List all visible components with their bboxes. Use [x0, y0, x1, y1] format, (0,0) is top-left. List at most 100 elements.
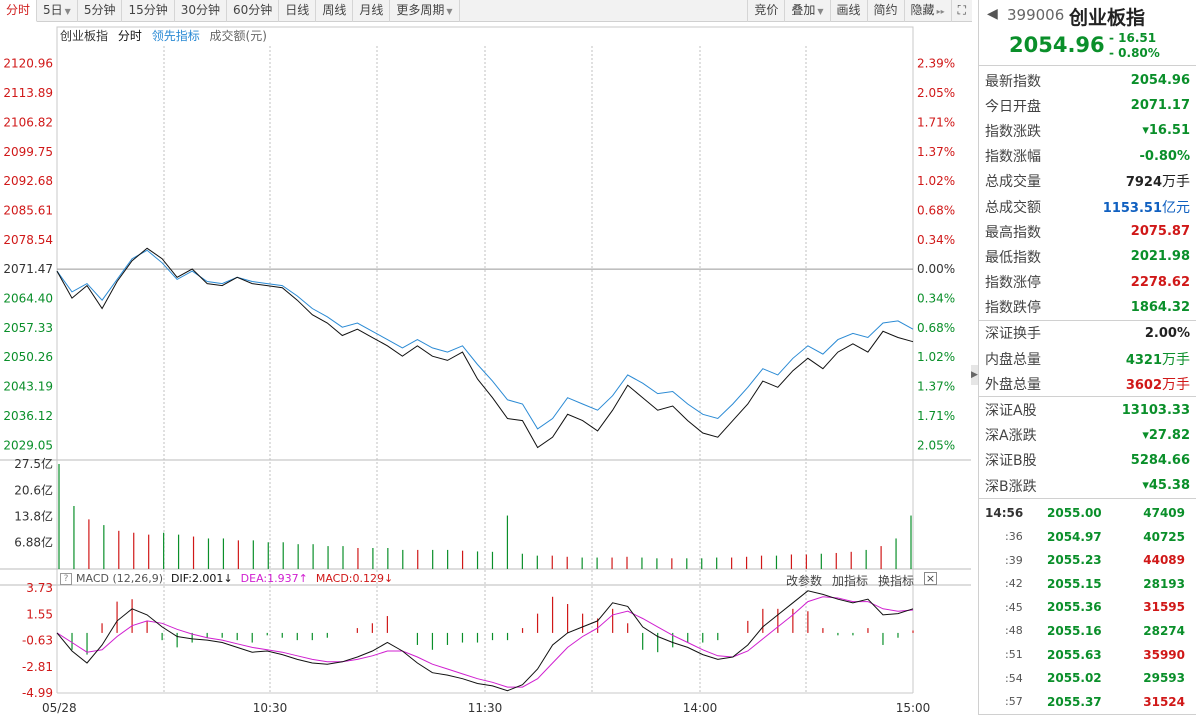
period-tab-0[interactable]: 分时: [0, 0, 38, 22]
stat-value: ▾16.51: [1142, 123, 1190, 139]
stat-row: 深B涨跌 ▾45.38: [979, 473, 1196, 498]
macd-axis-label: -4.99: [22, 686, 53, 700]
tick-time: :36: [1005, 530, 1023, 544]
tick-volume: 31595: [1143, 600, 1185, 615]
volume-axis-label: 13.8亿: [14, 508, 53, 523]
macd-help-icon[interactable]: ?: [60, 572, 72, 585]
back-icon[interactable]: ◀: [987, 6, 998, 22]
period-tab-label: 15分钟: [128, 3, 168, 17]
macd-axis-label: 1.55: [26, 607, 53, 621]
price-axis-label: 2043.19: [3, 380, 53, 394]
volume-axis-label: 20.6亿: [14, 482, 53, 497]
stat-row: 内盘总量 4321万手: [979, 346, 1196, 371]
period-tab-8[interactable]: 月线: [353, 0, 391, 22]
stat-label: 最高指数: [985, 224, 1041, 241]
toolbar-action-0[interactable]: 竞价: [747, 0, 784, 22]
toolbar-action-4[interactable]: 隐藏 ▸▸: [903, 0, 951, 22]
stat-value-wrap: 2071.17: [1131, 98, 1190, 113]
stat-value-wrap: 1864.32: [1131, 300, 1190, 315]
percent-axis-label: 0.68%: [917, 321, 955, 335]
switch-indicator-button[interactable]: 换指标: [877, 574, 914, 588]
price-axis-label: 2092.68: [3, 174, 53, 188]
period-tab-label: 30分钟: [180, 3, 221, 17]
index-name: 创业板指: [1069, 7, 1146, 29]
percent-axis-label: 2.39%: [917, 57, 955, 71]
stat-row: 最高指数 2075.87: [979, 219, 1196, 244]
stat-row: 深证换手 2.00%: [979, 321, 1196, 346]
stat-value-wrap: ▾45.38: [1142, 478, 1190, 493]
down-arrow-icon: ↓: [384, 572, 394, 585]
stat-label: 指数涨停: [985, 275, 1041, 292]
stat-row: 深证A股 13103.33: [979, 397, 1196, 422]
period-tab-5[interactable]: 60分钟: [227, 0, 280, 22]
stat-label: 深B涨跌: [985, 478, 1037, 495]
percent-axis-label: 1.71%: [917, 115, 955, 129]
quote-header: ◀ 399006 创业板指 2054.96 - 16.51 - 0.80%: [979, 0, 1196, 66]
tick-price: 2055.15: [1047, 576, 1102, 591]
period-tab-2[interactable]: 5分钟: [78, 0, 123, 22]
tick-price: 2055.36: [1047, 600, 1102, 615]
tick-time: :54: [1005, 671, 1023, 685]
tick-time: :57: [1005, 695, 1023, 709]
tick-row: :45 2055.36 31595: [979, 596, 1196, 620]
period-tab-label: 分时: [6, 3, 31, 17]
tick-volume: 40725: [1143, 529, 1185, 544]
stat-value: ▾27.82: [1142, 427, 1190, 443]
tick-list[interactable]: 14:56 2055.00 47409:36 2054.97 40725:39 2055.…: [979, 499, 1196, 715]
tick-row: :57 2055.37 31524: [979, 690, 1196, 714]
period-tab-6[interactable]: 日线: [279, 0, 317, 22]
stat-label: 最新指数: [985, 73, 1041, 90]
quote-stats: 最新指数 2054.96 今日开盘 2071.17 指数涨跌 ▾16.51 指数涨幅 -0.8…: [979, 66, 1196, 321]
stat-value-wrap: 1153.51亿元: [1103, 197, 1190, 217]
stat-label: 外盘总量: [985, 376, 1041, 393]
intraday-chart[interactable]: 2120.96 2.39% 2113.89 2.05% 2106.82 1.71% 2099…: [0, 22, 971, 715]
toolbar-action-1[interactable]: 叠加 ▼: [784, 0, 829, 22]
toolbar-right: 竞价 叠加 ▼ 画线 简约 隐藏 ▸▸ ⛶: [747, 0, 972, 22]
period-tab-4[interactable]: 30分钟: [175, 0, 228, 22]
toolbar-action-2[interactable]: 画线: [829, 0, 867, 22]
period-tab-9[interactable]: 更多周期 ▼: [390, 0, 460, 22]
change-box: - 16.51 - 0.80%: [1109, 31, 1160, 61]
price-axis-label: 2029.05: [3, 438, 53, 452]
toolbar-action-3[interactable]: 简约: [866, 0, 904, 22]
stat-value: 1153.51: [1102, 200, 1162, 216]
toolbar-action-label: 简约: [873, 3, 898, 17]
stat-value: 2071.17: [1130, 98, 1190, 114]
stat-label: 深证B股: [985, 453, 1037, 470]
dea-line: [56, 596, 914, 688]
toolbar-action-5[interactable]: ⛶: [950, 0, 972, 22]
up-arrow-icon: ↑: [298, 572, 308, 585]
tick-price: 2055.23: [1047, 553, 1102, 568]
tick-row: 14:56 2055.00 47409: [979, 501, 1196, 525]
period-tab-label: 60分钟: [233, 3, 273, 17]
period-tab-label: 月线: [359, 3, 384, 17]
stat-label: 内盘总量: [985, 351, 1041, 368]
time-axis-label: 15:00: [896, 701, 931, 715]
volume-stats: 深证换手 2.00% 内盘总量 4321万手 外盘总量 3602万手: [979, 321, 1196, 398]
legend-indicator[interactable]: 领先指标: [151, 29, 200, 43]
tick-row: :42 2055.15 28193: [979, 572, 1196, 596]
tick-row: :54 2055.02 29593: [979, 666, 1196, 690]
change-percent: - 0.80%: [1109, 46, 1160, 60]
stat-row: 总成交额 1153.51亿元: [979, 194, 1196, 219]
period-tab-3[interactable]: 15分钟: [122, 0, 175, 22]
add-indicator-button[interactable]: 加指标: [831, 574, 868, 588]
tick-volume: 44089: [1143, 553, 1185, 568]
price-axis-label: 2064.40: [3, 292, 53, 306]
close-icon[interactable]: ×: [924, 572, 937, 585]
collapse-panel-handle[interactable]: ▶: [971, 365, 978, 385]
stat-value-wrap: ▾27.82: [1142, 428, 1190, 443]
period-tab-7[interactable]: 周线: [316, 0, 354, 22]
stat-value: -0.80%: [1139, 148, 1191, 164]
toolbar-action-label: ⛶: [957, 3, 966, 17]
price-line: [56, 247, 914, 449]
price-axis-label: 2113.89: [3, 86, 53, 100]
change-params-button[interactable]: 改参数: [785, 574, 822, 588]
price-axis-label: 2050.26: [3, 350, 53, 364]
tick-price: 2055.63: [1047, 647, 1102, 662]
period-tab-1[interactable]: 5日 ▼: [37, 0, 78, 22]
price-axis-label: 2071.47: [3, 262, 53, 276]
price-axis-label: 2099.75: [3, 145, 53, 159]
tick-time: 14:56: [985, 505, 1024, 520]
legend-mode: 分时: [117, 29, 142, 43]
